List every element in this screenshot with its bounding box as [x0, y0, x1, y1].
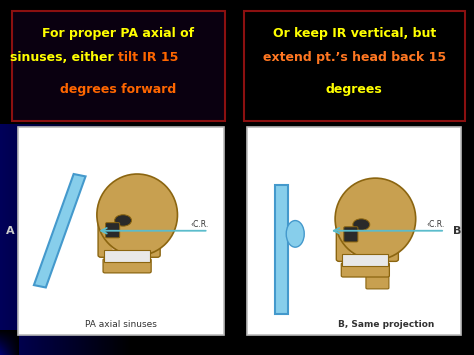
FancyBboxPatch shape	[34, 174, 85, 288]
Text: ‹C.R.: ‹C.R.	[427, 220, 445, 229]
FancyBboxPatch shape	[366, 266, 389, 289]
FancyBboxPatch shape	[104, 250, 150, 262]
FancyBboxPatch shape	[103, 258, 151, 273]
Ellipse shape	[286, 220, 304, 247]
Text: A: A	[6, 226, 15, 236]
FancyBboxPatch shape	[247, 127, 461, 335]
FancyBboxPatch shape	[12, 11, 225, 121]
FancyBboxPatch shape	[244, 11, 465, 121]
Text: extend pt.’s head back 15: extend pt.’s head back 15	[263, 51, 446, 65]
Text: For proper PA axial of: For proper PA axial of	[43, 27, 194, 40]
FancyBboxPatch shape	[341, 263, 390, 277]
Ellipse shape	[115, 215, 131, 226]
Text: ‹C.R.: ‹C.R.	[190, 220, 209, 229]
FancyBboxPatch shape	[342, 255, 388, 266]
Text: sinuses, either: sinuses, either	[10, 51, 118, 65]
FancyBboxPatch shape	[18, 127, 224, 335]
FancyBboxPatch shape	[275, 185, 288, 314]
FancyBboxPatch shape	[344, 227, 358, 242]
FancyBboxPatch shape	[98, 212, 160, 257]
Text: degrees: degrees	[326, 83, 383, 97]
Ellipse shape	[111, 226, 147, 259]
Text: B: B	[454, 226, 462, 236]
Text: B, Same projection: B, Same projection	[338, 321, 434, 329]
Ellipse shape	[335, 178, 416, 260]
Text: PA axial sinuses: PA axial sinuses	[85, 321, 157, 329]
Text: degrees forward: degrees forward	[60, 83, 177, 97]
FancyBboxPatch shape	[336, 216, 398, 261]
Ellipse shape	[349, 231, 385, 263]
Text: tilt IR 15: tilt IR 15	[118, 51, 179, 65]
Text: Or keep IR vertical, but: Or keep IR vertical, but	[273, 27, 436, 40]
FancyBboxPatch shape	[106, 223, 119, 238]
Ellipse shape	[97, 174, 177, 256]
Ellipse shape	[353, 219, 370, 230]
